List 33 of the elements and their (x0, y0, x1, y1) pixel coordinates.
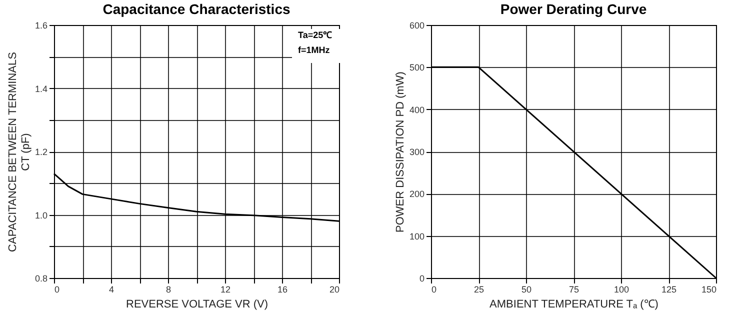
y-tick-label: 500 (409, 62, 424, 73)
y-tick-label: 300 (409, 147, 424, 157)
y-axis-title: POWER DISSIPATION PD (mW) (394, 72, 406, 232)
y-tick-label: 1.0 (34, 210, 48, 220)
annotation: f=1MHz (298, 45, 330, 55)
x-tick-label: 8 (166, 284, 172, 294)
y-tick-label: 200 (409, 189, 424, 200)
x-tick-label: 125 (661, 284, 677, 294)
x-tick-label: 12 (220, 284, 231, 294)
x-tick-label: 150 (701, 284, 716, 294)
x-tick-label: 0 (432, 284, 437, 294)
x-tick-label: 75 (568, 284, 580, 294)
x-tick-label: 4 (108, 284, 114, 294)
chart-title: Capacitance Characteristics (102, 1, 290, 17)
x-tick-label: 50 (521, 284, 532, 294)
y-tick-label: 1.2 (34, 147, 48, 157)
x-tick-label: 20 (329, 284, 340, 294)
chart-title: Power Derating Curve (500, 1, 647, 17)
x-axis-title: REVERSE VOLTAGE VR (V) (126, 298, 268, 310)
x-axis-title: AMBIENT TEMPERATURE Tₐ (℃) (490, 298, 658, 310)
annotation: Ta=25℃ (298, 30, 332, 40)
y-tick-label: 1.6 (34, 20, 48, 30)
y-tick-label: 100 (409, 231, 424, 242)
y-tick-label: 0.8 (34, 274, 48, 284)
x-tick-label: 0 (54, 284, 60, 294)
x-tick-label: 100 (614, 284, 630, 294)
y-axis-title: CAPACITANCE BETWEEN TERMINALS CT (pF) (6, 52, 32, 252)
y-tick-label: 0 (419, 274, 424, 284)
y-tick-label: 400 (409, 104, 424, 115)
y-tick-label: 1.4 (34, 84, 48, 94)
x-tick-label: 16 (277, 284, 288, 294)
x-tick-label: 25 (474, 284, 484, 294)
y-tick-label: 600 (409, 20, 424, 30)
